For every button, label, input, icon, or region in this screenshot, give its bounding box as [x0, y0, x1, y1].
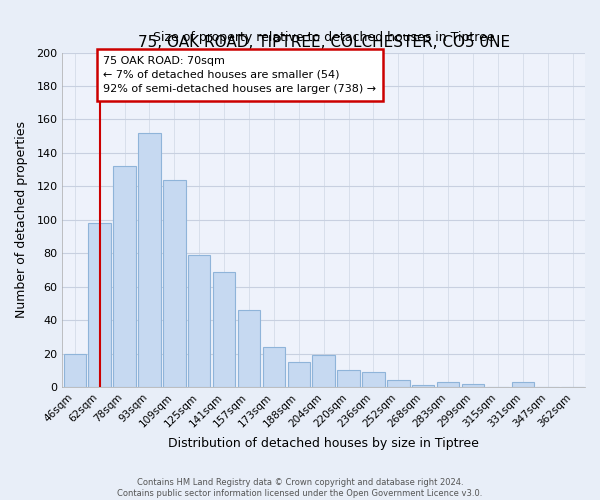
Bar	[213, 272, 235, 387]
Title: 75, OAK ROAD, TIPTREE, COLCHESTER, CO5 0NE: 75, OAK ROAD, TIPTREE, COLCHESTER, CO5 0…	[137, 35, 510, 50]
X-axis label: Distribution of detached houses by size in Tiptree: Distribution of detached houses by size …	[168, 437, 479, 450]
Bar	[437, 382, 460, 387]
Bar	[462, 384, 484, 387]
Bar	[88, 223, 111, 387]
Bar	[362, 372, 385, 387]
Y-axis label: Number of detached properties: Number of detached properties	[15, 122, 28, 318]
Bar	[313, 355, 335, 387]
Bar	[138, 133, 161, 387]
Bar	[337, 370, 360, 387]
Bar	[412, 386, 434, 387]
Bar	[238, 310, 260, 387]
Text: 75 OAK ROAD: 70sqm
← 7% of detached houses are smaller (54)
92% of semi-detached: 75 OAK ROAD: 70sqm ← 7% of detached hous…	[103, 56, 377, 94]
Bar	[263, 347, 285, 387]
Bar	[113, 166, 136, 387]
Bar	[287, 362, 310, 387]
Bar	[512, 382, 534, 387]
Text: Contains HM Land Registry data © Crown copyright and database right 2024.
Contai: Contains HM Land Registry data © Crown c…	[118, 478, 482, 498]
Text: Size of property relative to detached houses in Tiptree: Size of property relative to detached ho…	[153, 32, 494, 44]
Bar	[188, 255, 211, 387]
Bar	[163, 180, 185, 387]
Bar	[64, 354, 86, 387]
Bar	[387, 380, 410, 387]
